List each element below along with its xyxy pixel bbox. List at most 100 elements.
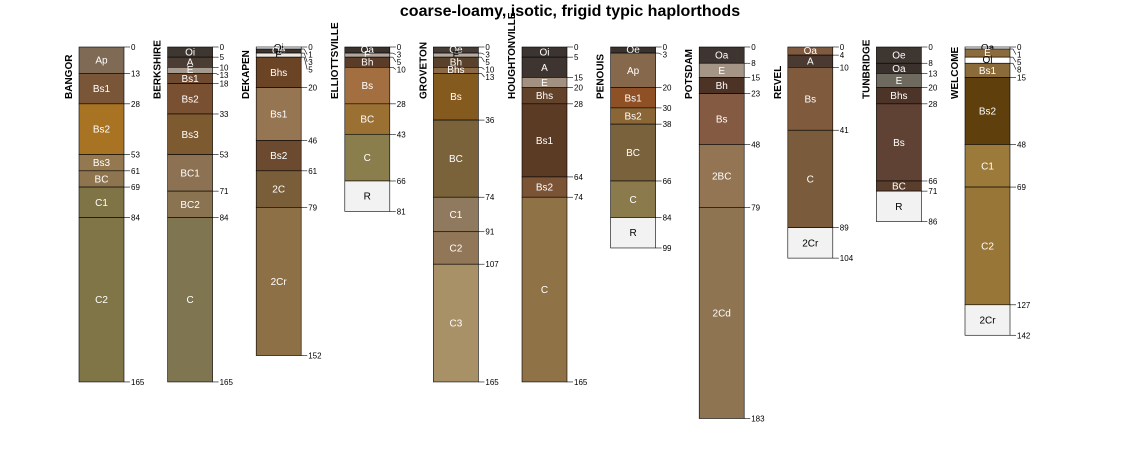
horizon-label: Ap: [627, 66, 640, 77]
depth-label: 61: [308, 167, 317, 176]
depth-label: 165: [131, 378, 145, 387]
horizon-label: Bs: [716, 115, 728, 126]
horizon-label: Bs2: [536, 183, 554, 194]
horizon-bc: [610, 123, 656, 182]
horizon-label: BC2: [180, 200, 200, 211]
horizon-label: Bs: [893, 138, 905, 149]
depth-label: 0: [663, 43, 668, 52]
depth-label: 152: [308, 352, 322, 361]
horizon-label: Bs2: [93, 125, 111, 136]
depth-label: 183: [751, 414, 765, 423]
horizon-label: Bh: [716, 81, 728, 92]
depth-label: 30: [663, 104, 672, 113]
horizon-label: C: [186, 295, 193, 306]
depth-label: 0: [840, 43, 845, 52]
depth-label: 99: [663, 244, 672, 253]
depth-label: 84: [220, 214, 229, 223]
horizon-label: 2C: [272, 185, 285, 196]
depth-label: 84: [131, 214, 140, 223]
horizon-r: [610, 217, 656, 249]
depth-label: 0: [485, 43, 490, 52]
depth-leader: [303, 57, 308, 70]
profile-label: PENOUIS: [596, 54, 607, 99]
depth-label: 5: [485, 58, 490, 67]
depth-label: 0: [308, 43, 313, 52]
depth-label: 10: [220, 63, 229, 72]
horizon-label: C: [541, 285, 548, 296]
profile-label: GROVETON: [418, 42, 429, 99]
horizon-label: Bhs: [536, 91, 553, 102]
horizon-label: A: [541, 63, 548, 74]
horizon-label: Oe: [272, 46, 286, 57]
horizon-bs: [433, 73, 479, 121]
depth-label: 3: [397, 51, 402, 60]
depth-label: 5: [220, 53, 225, 62]
depth-label: 46: [308, 136, 317, 145]
horizon-label: Bs: [804, 94, 816, 105]
depth-label: 84: [663, 214, 672, 223]
depth-label: 5: [397, 58, 402, 67]
depth-label: 15: [751, 73, 760, 82]
profile-label: BERKSHIRE: [153, 40, 164, 99]
depth-label: 20: [574, 84, 583, 93]
depth-leader: [303, 48, 308, 55]
profile-label: HOUGHTONVILLE: [507, 12, 518, 99]
depth-leader: [1012, 63, 1017, 70]
depth-label: 0: [220, 43, 225, 52]
profile-label: ELLIOTTSVILLE: [330, 22, 341, 99]
horizon-label: Oi: [274, 43, 284, 54]
horizon-c2: [433, 231, 479, 265]
depth-label: 79: [751, 203, 760, 212]
horizon-2cr: [964, 304, 1011, 336]
horizon-label: BC: [449, 154, 463, 165]
depth-label: 28: [131, 100, 140, 109]
horizon-label: 2Cr: [271, 277, 288, 288]
depth-label: 53: [220, 151, 229, 160]
horizon-bc: [433, 119, 479, 198]
horizon-label: E: [187, 65, 194, 76]
depth-label: 79: [308, 203, 317, 212]
horizon-label: BC1: [180, 168, 200, 179]
horizon-c2: [78, 217, 125, 383]
depth-label: 81: [397, 207, 406, 216]
horizon-label: C3: [450, 319, 463, 330]
horizon-label: E: [984, 48, 991, 59]
horizon-bs: [876, 103, 922, 182]
depth-label: 13: [131, 69, 140, 78]
horizon-2c: [255, 170, 302, 208]
profile-penouis: PENOUIS Oe Ap Bs1 Bs2 BC C R 03 20 30 38 66 84 99: [596, 43, 672, 253]
horizon-bs1: [521, 103, 568, 178]
depth-label: 107: [485, 260, 499, 269]
depth-label: 3: [485, 51, 490, 60]
profile-revel: REVEL OaA Bs C 2Cr 04 10 41 89 104: [773, 43, 854, 263]
depth-leader: [392, 67, 396, 70]
horizon-bs2: [255, 140, 302, 172]
depth-label: 66: [928, 177, 937, 186]
depth-label: 28: [928, 100, 937, 109]
profiles-group: BANGOR ApBs1Bs2Bs3BCC1C20132853616984165B…: [64, 12, 1031, 423]
horizon-label: Bs2: [624, 112, 642, 123]
horizon-label: E: [453, 50, 460, 61]
horizon-label: R: [364, 192, 371, 203]
depth-label: 18: [220, 80, 229, 89]
depth-label: 0: [1017, 43, 1022, 52]
depth-label: 23: [751, 90, 760, 99]
depth-leader: [1012, 56, 1017, 63]
horizon-label: Oa: [981, 43, 995, 54]
depth-label: 86: [928, 218, 937, 227]
chart-title: coarse-loamy, isotic, frigid typic haplo…: [400, 3, 740, 20]
depth-label: 0: [574, 43, 579, 52]
horizon-label: Oi: [983, 55, 993, 66]
horizon-label: Oi: [185, 48, 195, 59]
depth-label: 71: [220, 187, 229, 196]
horizon-label: Oa: [715, 51, 729, 62]
depth-label: 20: [308, 84, 317, 93]
depth-label: 43: [397, 130, 406, 139]
horizon-ap: [610, 52, 656, 88]
depth-leader: [215, 73, 219, 76]
horizon-label: A: [807, 57, 814, 68]
depth-leader: [658, 52, 662, 55]
